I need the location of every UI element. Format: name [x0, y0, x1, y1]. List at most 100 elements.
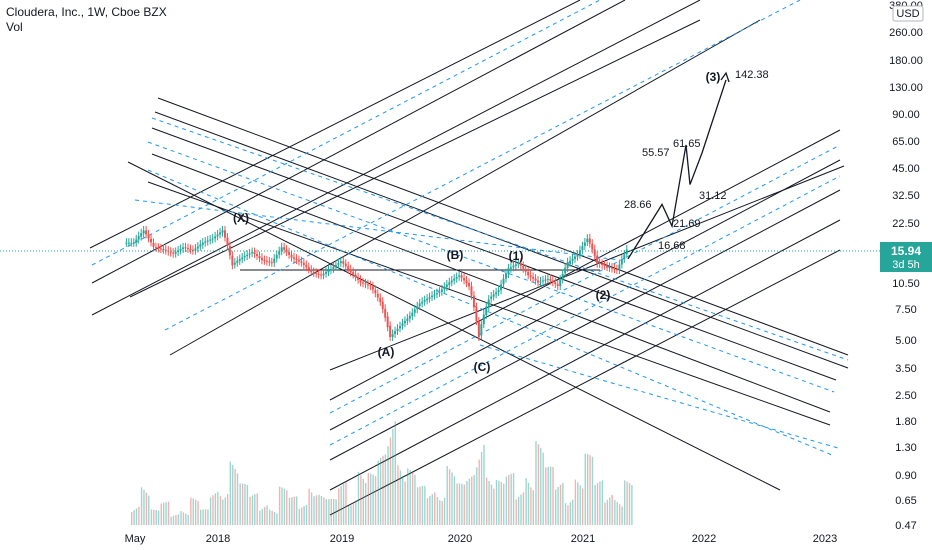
target-price-label: 28.66 [624, 199, 652, 211]
candle-body [364, 283, 367, 285]
candle-body [182, 247, 185, 249]
volume-bar [591, 456, 594, 525]
volume-bar [559, 484, 562, 525]
candle-body [450, 280, 453, 283]
candle-body [394, 331, 397, 334]
volume-bar [517, 496, 520, 525]
volume-bar [601, 480, 604, 525]
channel-line [91, 0, 701, 316]
channel-line [169, 19, 761, 356]
volume-bar [483, 444, 485, 525]
volume-bar [392, 429, 394, 525]
candle-body [389, 325, 392, 337]
volume-bar [293, 496, 295, 525]
volume-bar [200, 509, 202, 525]
volume-bar [448, 469, 451, 525]
candle-body [189, 249, 192, 251]
channel-line [329, 189, 841, 461]
volume-bar [320, 495, 323, 525]
volume-bar [574, 479, 577, 525]
candle-body [559, 279, 562, 287]
volume-bar [155, 510, 157, 525]
volume-bar [577, 482, 579, 525]
volume-bar [202, 509, 204, 525]
volume-bar [503, 483, 505, 525]
volume-bar [402, 475, 404, 525]
volume-bar [525, 478, 527, 525]
candle-body [194, 248, 197, 251]
candle-body [386, 316, 389, 328]
candle-body [438, 291, 441, 293]
candle-body [209, 239, 212, 241]
candle-body [603, 264, 606, 267]
candle-body [199, 244, 202, 247]
volume-bar [288, 497, 291, 525]
time-tick-label: May [125, 533, 146, 545]
volume-bar [187, 515, 189, 525]
candle-body [601, 263, 604, 265]
candle-body [339, 261, 342, 264]
candle-body [620, 259, 623, 265]
channel-line [329, 249, 841, 516]
candle-body [357, 277, 360, 280]
volume-bar [226, 494, 229, 525]
time-axis[interactable]: May 2018 2019 2020 2021 2022 2023 [125, 533, 838, 545]
volume-bar [626, 481, 628, 525]
volume-bar [212, 495, 214, 525]
candle-body [297, 260, 300, 262]
candle-body [369, 285, 372, 287]
volume-bar [194, 499, 197, 525]
candle-body [206, 240, 209, 242]
candle-body [145, 230, 148, 235]
price-tick-label: 180.00 [889, 55, 923, 67]
candle-body [300, 261, 303, 263]
volume-bar [180, 511, 182, 525]
wave-label: (X) [233, 211, 249, 225]
volume-bar [579, 485, 581, 525]
volume-bar [508, 474, 510, 525]
volume-bar [315, 495, 318, 525]
volume-bar [224, 497, 226, 525]
price-badge-value: 15.94 [891, 244, 921, 258]
volume-bar [411, 472, 414, 525]
price-tick-label: 65.00 [892, 136, 920, 148]
price-tick-label: 10.50 [892, 278, 920, 290]
volume-bar [441, 501, 443, 525]
volume-bar [535, 441, 537, 525]
candle-body [463, 277, 466, 281]
volume-bar [157, 510, 160, 525]
candle-body [226, 237, 229, 246]
candle-body [460, 275, 463, 278]
price-tick-label: 0.90 [895, 470, 916, 482]
channel-line [329, 165, 845, 371]
volume-bar [313, 496, 315, 525]
volume-bar [340, 485, 342, 525]
volume-bar [236, 473, 239, 525]
candle-body [546, 278, 549, 280]
currency-badge[interactable] [892, 5, 924, 22]
price-axis[interactable]: 380.00260.00180.00130.0090.0065.0045.003… [889, 0, 923, 532]
price-candles [125, 225, 628, 341]
volume-bar [478, 459, 480, 525]
price-tick-label: 5.00 [895, 335, 916, 347]
candle-body [310, 269, 313, 272]
candle-body [132, 242, 135, 244]
volume-bar [416, 487, 419, 525]
candle-body [554, 282, 557, 285]
volume-bar [160, 503, 162, 525]
candle-body [532, 276, 535, 279]
volume-bar [537, 444, 540, 525]
candle-body [127, 242, 130, 244]
volume-bar [399, 470, 402, 525]
volume-bar [387, 446, 389, 525]
candle-body [475, 307, 478, 322]
candle-body [362, 282, 365, 284]
candle-body [465, 280, 468, 284]
volume-bar [278, 486, 281, 525]
channel-dashed-line [147, 141, 835, 393]
trend-channel-lines [89, 0, 849, 516]
volume-bar [347, 505, 350, 525]
price-tick-label: 2.50 [895, 390, 916, 402]
